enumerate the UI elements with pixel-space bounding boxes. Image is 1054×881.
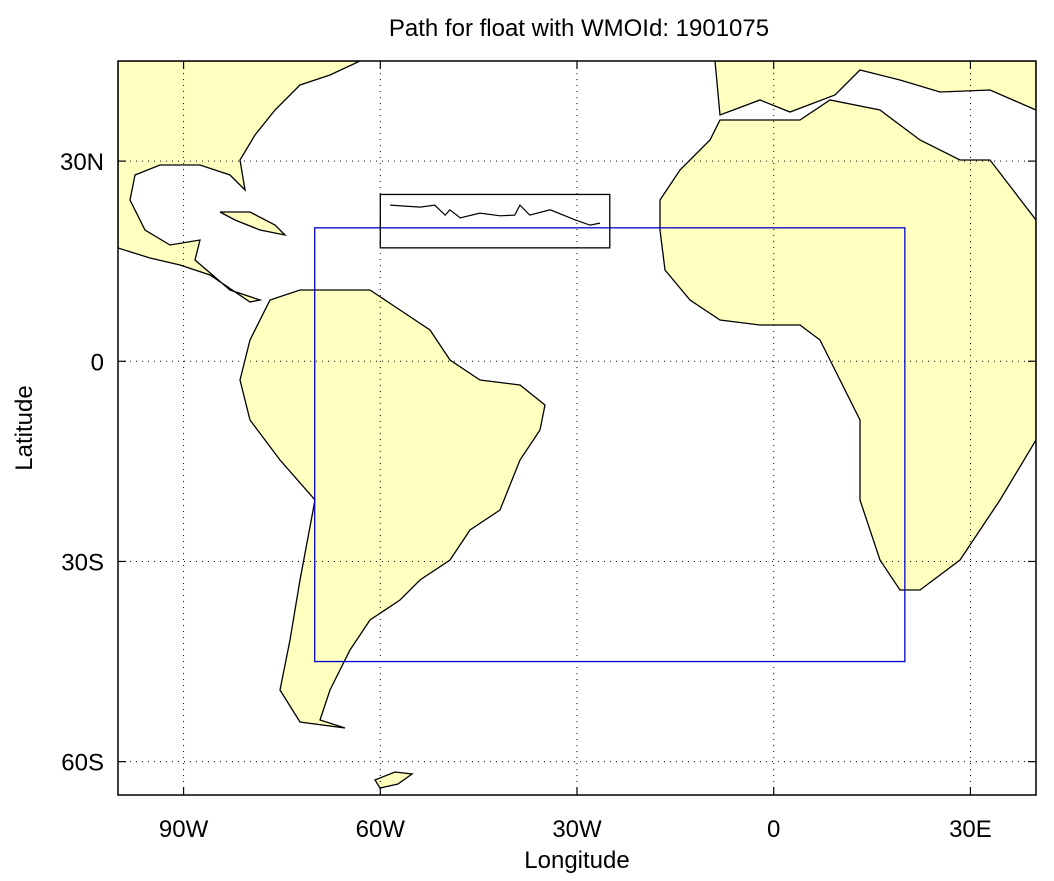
region-box — [379, 193, 611, 249]
y-tick-label: 60S — [61, 750, 104, 777]
antarctic-islands — [374, 771, 414, 789]
x-tick-label: 90W — [159, 816, 209, 843]
float-track — [390, 204, 601, 226]
x-tick-label: 30W — [552, 816, 602, 843]
x-tick-label: 60W — [356, 816, 406, 843]
cuba — [219, 211, 287, 237]
south-america — [239, 289, 546, 729]
x-tick-label: 30E — [949, 816, 992, 843]
y-axis-label: Latitude — [11, 385, 38, 470]
europe — [714, 61, 1036, 116]
y-tick-label: 30S — [61, 549, 104, 576]
y-tick-label: 30N — [60, 149, 104, 176]
africa — [659, 99, 1036, 591]
x-axis-label: Longitude — [524, 847, 629, 874]
chart-title: Path for float with WMOId: 1901075 — [389, 15, 769, 42]
north-america — [118, 61, 361, 303]
x-tick-label: 0 — [767, 816, 780, 843]
y-tick-label: 0 — [91, 349, 104, 376]
land — [118, 61, 1036, 789]
